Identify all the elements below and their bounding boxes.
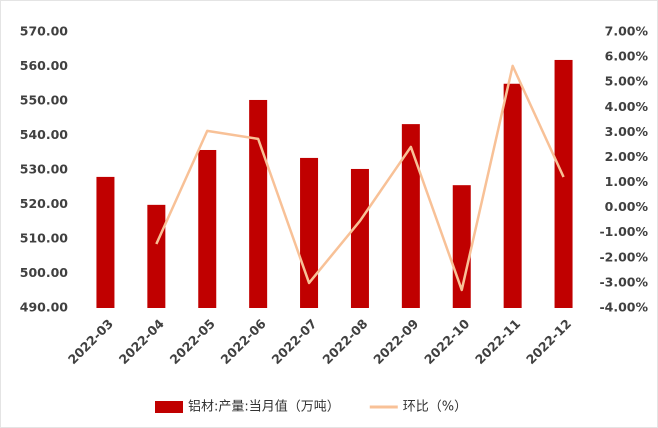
bar — [350, 168, 369, 308]
y-tick-label: 500.00 — [20, 265, 69, 280]
bar — [300, 157, 319, 308]
y2-tick-label: 4.00% — [605, 99, 649, 114]
bar — [503, 83, 522, 308]
y2-tick-label: 0.00% — [605, 199, 649, 214]
y2-tick-label: 3.00% — [605, 124, 649, 139]
y-tick-label: 530.00 — [20, 162, 69, 177]
bar — [96, 176, 115, 308]
y-tick-label: 540.00 — [20, 127, 69, 142]
y2-tick-label: -4.00% — [599, 300, 648, 315]
bar — [147, 204, 166, 308]
legend-label: 铝材:产量:当月值（万吨） — [188, 399, 340, 415]
y2-tick-label: 5.00% — [605, 74, 649, 89]
y-tick-label: 550.00 — [20, 93, 69, 108]
y2-tick-label: 7.00% — [605, 24, 649, 39]
y2-tick-label: -3.00% — [599, 274, 648, 289]
bar — [401, 124, 420, 309]
y-tick-label: 560.00 — [20, 58, 69, 73]
line — [155, 64, 565, 292]
y2-tick-label: 6.00% — [605, 49, 649, 64]
y2-tick-label: 2.00% — [605, 149, 649, 164]
bar — [249, 99, 268, 308]
legend-swatch — [155, 401, 183, 413]
y2-tick-label: -2.00% — [599, 249, 648, 264]
bar — [198, 149, 217, 308]
y-tick-label: 510.00 — [20, 231, 69, 246]
y-tick-label: 490.00 — [20, 300, 69, 315]
y-tick-label: 520.00 — [20, 196, 69, 211]
bar — [554, 59, 573, 308]
legend-label: 环比（%） — [403, 400, 467, 415]
y2-tick-label: 1.00% — [605, 174, 649, 189]
y-tick-label: 570.00 — [20, 24, 69, 39]
y2-tick-label: -1.00% — [599, 224, 648, 239]
